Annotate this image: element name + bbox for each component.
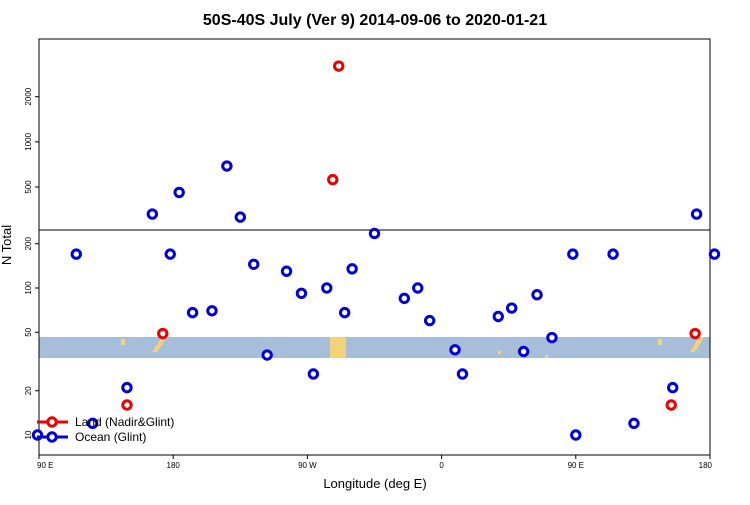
y-tick-label: 100 [24,281,33,295]
ocean-series [31,160,721,441]
ocean-point [338,306,351,319]
y-tick-label: 10 [24,430,33,439]
legend-land-label: Land (Nadir&Glint) [75,415,174,429]
ocean-point [206,305,218,317]
ocean-point [86,417,99,430]
land-point [333,60,345,72]
ocean-point [456,368,469,380]
legend-ocean-label: Ocean (Glint) [75,430,146,444]
land-point [327,173,339,186]
ocean-point [295,287,308,300]
x-axis-label: Longitude (deg E) [323,476,426,491]
y-axis-label: N Total [0,225,14,265]
y-tick-label: 50 [24,327,33,336]
plot-frame [38,38,711,456]
x-tick-label: 180 [699,461,713,470]
ocean-point [667,381,679,394]
land-series [121,60,701,411]
ocean-point [307,368,320,380]
land-point [121,399,133,411]
land-mask-band [39,337,710,358]
ocean-point [146,208,159,220]
x-tick-label: 90 E [568,461,584,470]
ocean-point [546,331,558,344]
ocean-point [505,302,518,314]
ocean-point [234,211,247,223]
ocean-point [567,248,579,260]
legend: Land (Nadir&Glint) Ocean (Glint) [37,415,174,444]
ocean-point [607,248,619,260]
y-tick-label: 500 [24,180,33,194]
ocean-point [280,265,293,277]
legend-land-marker [46,416,58,428]
y-tick-label: 200 [24,237,33,251]
ocean-point [492,310,504,323]
land-point [665,399,677,411]
x-tick-label: 180 [167,461,181,470]
ocean-point [261,349,273,361]
land-point [689,327,701,340]
ocean-point [121,381,133,394]
ocean-point [346,263,358,275]
ocean-point [321,282,333,294]
y-tick-label: 2000 [24,87,33,105]
ocean-point [70,248,82,260]
ocean-point [570,429,582,441]
ocean-point [248,258,260,270]
ocean-point [628,417,640,430]
x-tick-label: 90 E [37,461,53,470]
ocean-point [173,186,185,199]
land-mask-segments [121,337,704,358]
ocean-point [708,248,721,260]
y-tick-label: 20 [24,386,33,395]
ocean-point [690,208,703,220]
ocean-point [398,292,411,305]
ocean-point [423,314,436,327]
ocean-point [412,282,424,294]
ocean-point [221,160,233,172]
land-point [157,327,169,340]
data-points [31,60,721,441]
ocean-point [186,306,199,319]
ocean-point [164,248,176,260]
ocean-point [517,345,530,358]
x-tick-label: 90 W [298,461,317,470]
y-tick-label: 1000 [24,132,33,150]
ocean-point [368,227,381,240]
axes: 90 E 180 90 W 0 90 E 180 10 20 50 100 200 500 1000 20… [24,38,713,470]
legend-ocean-marker [46,431,58,443]
ocean-point [449,344,461,356]
x-tick-label: 0 [439,461,444,470]
chart-title: 50S-40S July (Ver 9) 2014-09-06 to 2020-… [203,12,547,29]
ocean-point [531,289,543,301]
